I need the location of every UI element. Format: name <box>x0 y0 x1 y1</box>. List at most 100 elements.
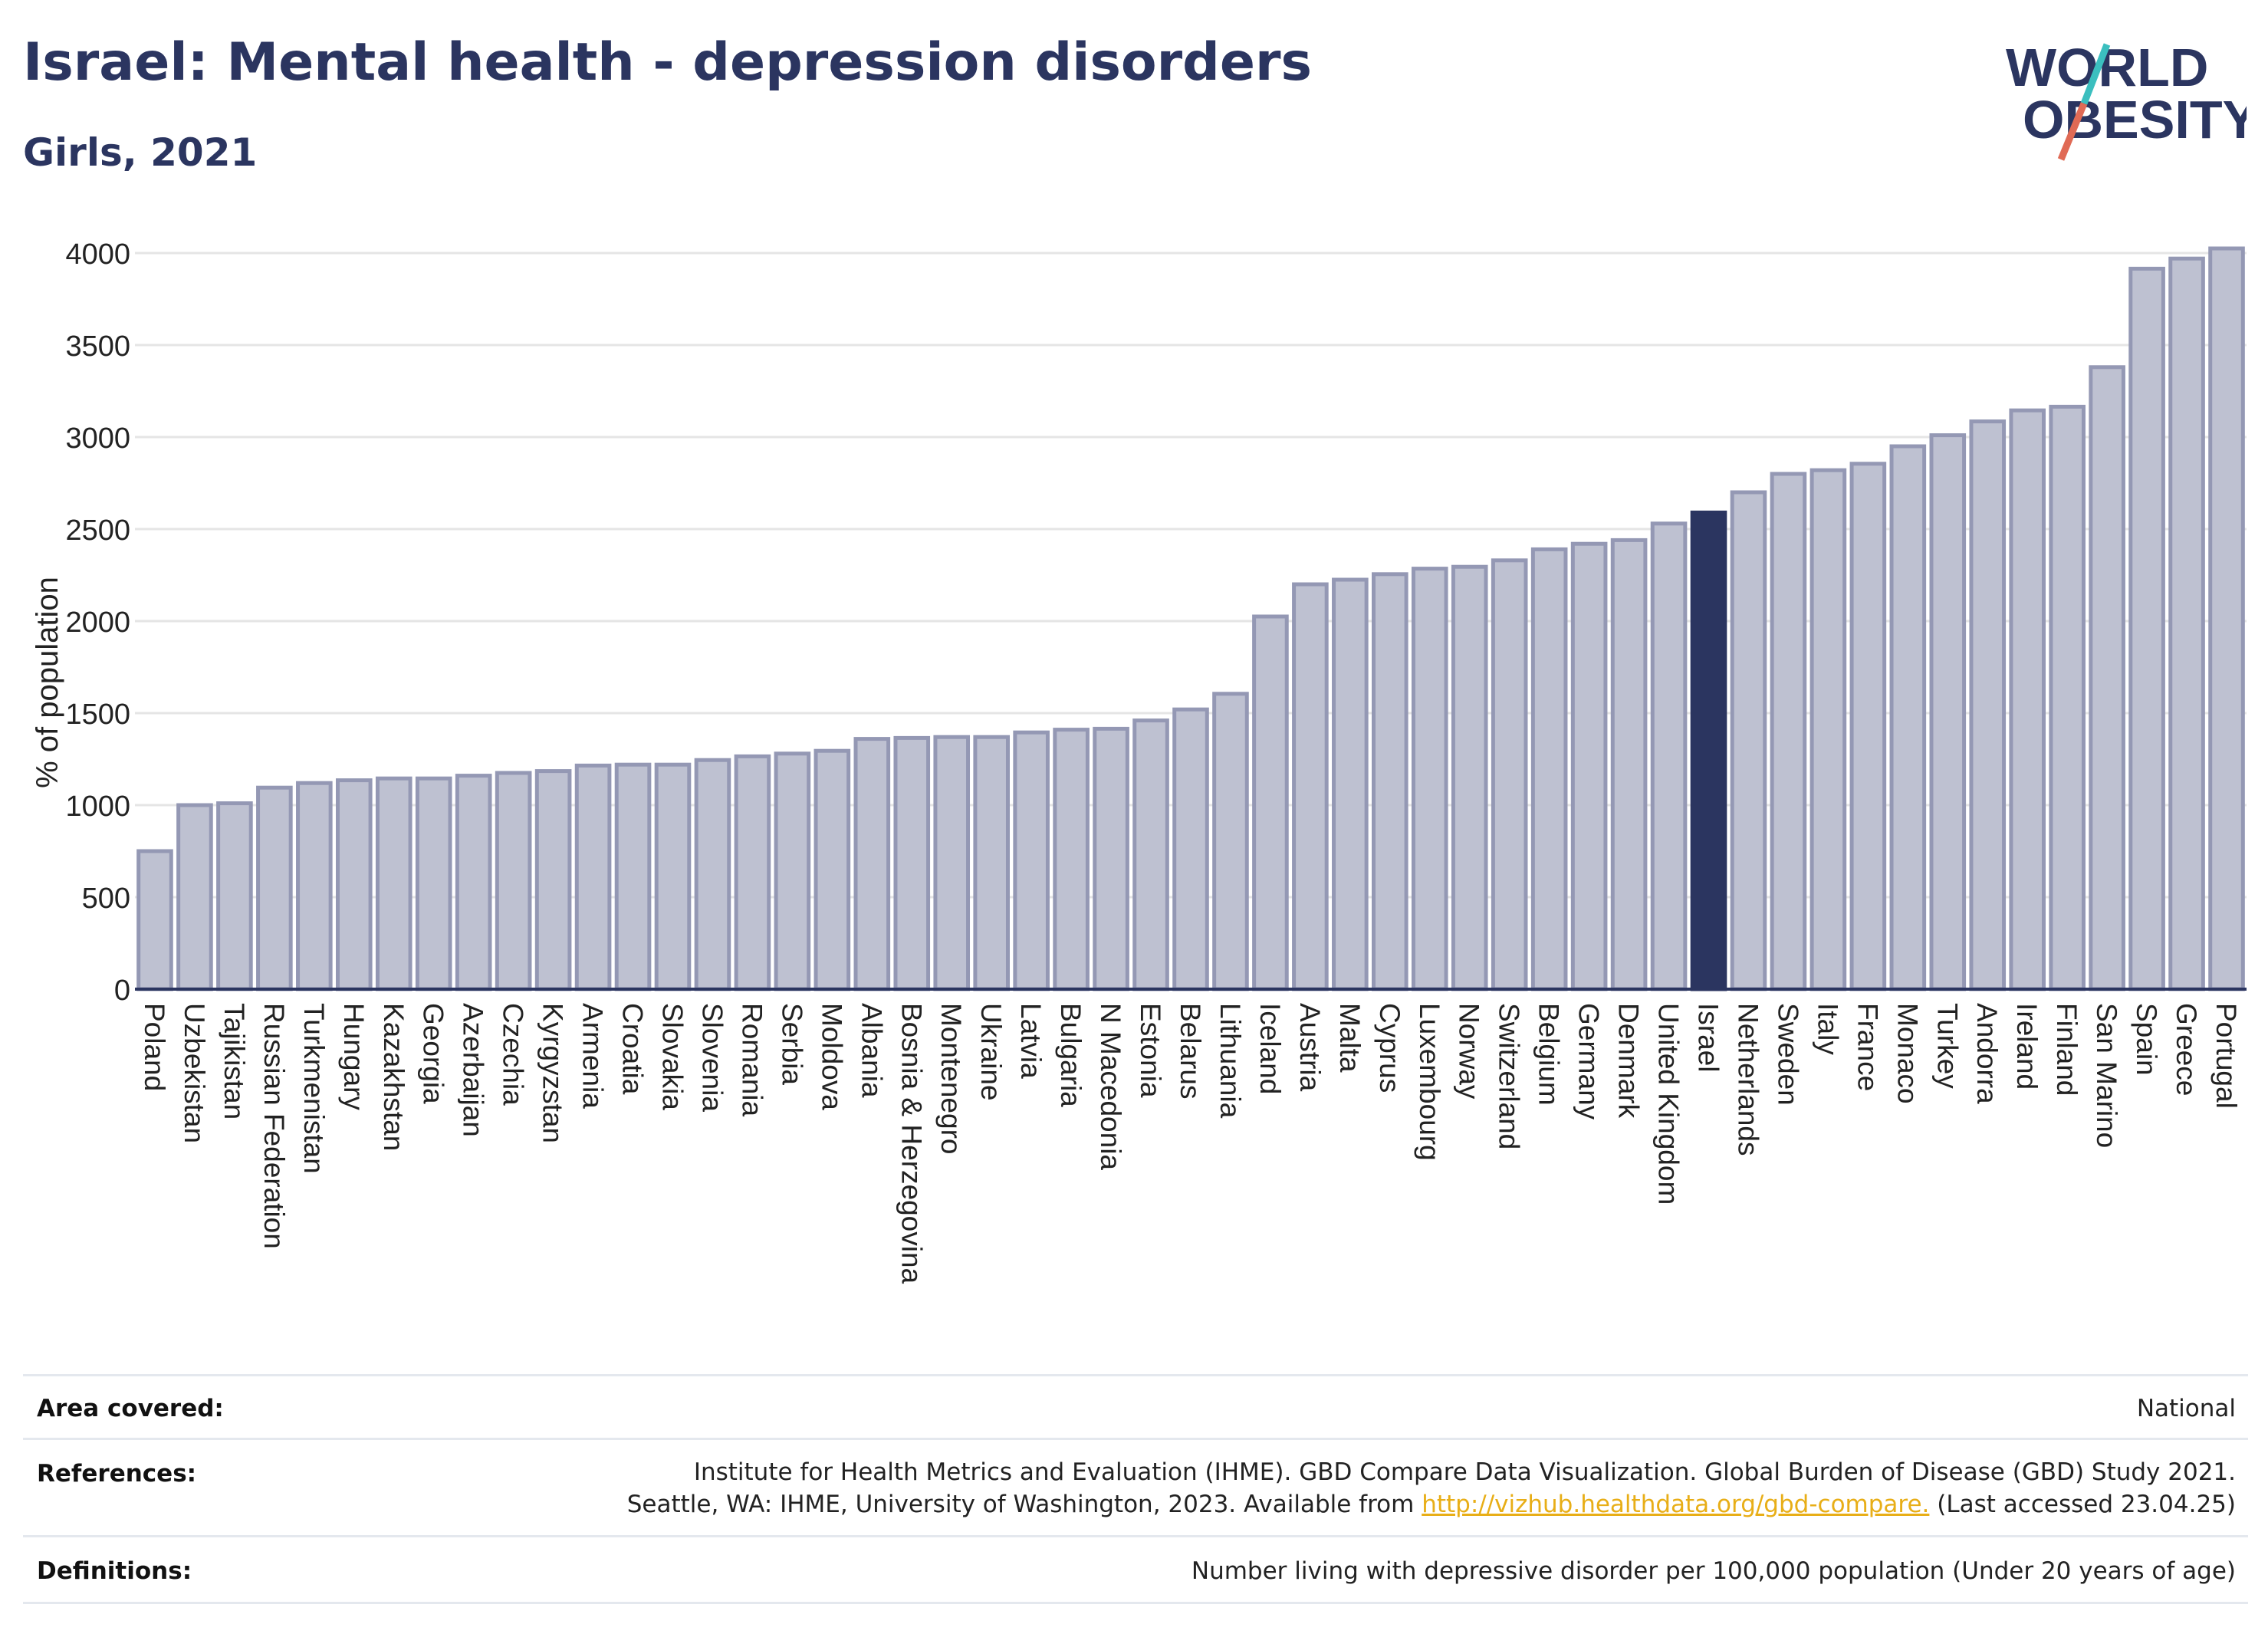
bar-romania <box>734 754 771 991</box>
x-tick-label: Germany <box>1573 1003 1605 1120</box>
bar-moldova <box>814 748 851 991</box>
area-covered-value: National <box>2136 1395 2236 1422</box>
definitions-row: Definitions: Number living with depressi… <box>23 1535 2248 1604</box>
x-tick-label: Albania <box>856 1003 887 1098</box>
x-tick-label: Belgium <box>1533 1003 1565 1106</box>
definitions-label: Definitions: <box>37 1557 192 1585</box>
bar-luxembourg <box>1411 567 1448 991</box>
bar-san-marino <box>2089 365 2125 991</box>
bar-belarus <box>1172 707 1209 991</box>
info-table: Area covered: National References: Insti… <box>23 1374 2248 1604</box>
x-tick-label: Moldova <box>816 1003 847 1110</box>
x-tick-label: Ukraine <box>975 1003 1007 1101</box>
bar-kyrgyzstan <box>534 769 572 991</box>
bars <box>135 246 2247 991</box>
bar-turkey <box>1929 433 1967 991</box>
x-tick-label: Hungary <box>338 1003 370 1110</box>
bar-slovenia <box>694 758 731 991</box>
bar-sweden <box>1770 472 1807 991</box>
x-tick-label: Estonia <box>1135 1003 1166 1098</box>
bar-andorra <box>1969 419 2007 991</box>
x-tick-label: Norway <box>1454 1003 1485 1100</box>
area-covered-row: Area covered: National <box>23 1374 2248 1438</box>
x-tick-label: Slovakia <box>656 1003 688 1110</box>
bar-russian-federation <box>256 785 293 991</box>
bar-tajikistan <box>216 801 253 991</box>
bar-denmark <box>1610 538 1648 991</box>
x-tick-label: Croatia <box>617 1003 649 1095</box>
x-tick-label: Georgia <box>418 1003 449 1104</box>
x-tick-label: Armenia <box>577 1003 609 1109</box>
y-tick-label: 4000 <box>65 238 130 271</box>
bar-hungary <box>335 778 373 991</box>
bar-bosnia-herzegovina <box>893 735 931 991</box>
bar-n-macedonia <box>1093 726 1129 991</box>
area-covered-label: Area covered: <box>37 1395 224 1422</box>
x-tick-label: Bosnia & Herzegovina <box>896 1003 927 1284</box>
x-tick-label: Kyrgyzstan <box>537 1003 569 1143</box>
x-tick-label: Portugal <box>2210 1003 2242 1109</box>
x-tick-label: Luxembourg <box>1414 1003 1445 1161</box>
x-tick-label: Switzerland <box>1494 1003 1525 1149</box>
x-tick-label: Cyprus <box>1374 1003 1405 1093</box>
x-tick-label: Latvia <box>1015 1003 1047 1079</box>
logo-slash-teal <box>2080 43 2111 105</box>
y-tick-label: 500 <box>82 883 130 915</box>
x-tick-label: Czechia <box>498 1003 529 1106</box>
bar-spain <box>2128 266 2165 991</box>
bar-croatia <box>614 762 652 991</box>
bar-armenia <box>574 763 612 991</box>
x-tick-label: Kazakhstan <box>378 1003 409 1151</box>
bar-turkmenistan <box>296 781 333 991</box>
x-tick-label: N Macedonia <box>1095 1003 1126 1170</box>
bar-slovakia <box>654 762 692 991</box>
x-tick-label: France <box>1852 1003 1883 1091</box>
page-title: Israel: Mental health - depression disor… <box>23 32 1312 93</box>
y-tick-label: 0 <box>114 975 130 1007</box>
bar-germany <box>1570 541 1608 991</box>
y-tick-label: 3500 <box>65 330 130 363</box>
bar-uzbekistan <box>176 803 213 991</box>
definitions-value: Number living with depressive disorder p… <box>1191 1557 2236 1585</box>
bar-greece <box>2168 256 2205 991</box>
bar-france <box>1849 462 1887 991</box>
x-tick-label: Belarus <box>1175 1003 1206 1099</box>
bar-portugal <box>2208 246 2245 991</box>
references-line2-pre: Seattle, WA: IHME, University of Washing… <box>626 1491 1422 1518</box>
bar-belgium <box>1530 547 1568 991</box>
x-tick-label: Montenegro <box>935 1003 967 1154</box>
y-tick-label: 2500 <box>65 515 130 547</box>
bar-israel <box>1690 510 1727 991</box>
references-label: References: <box>37 1460 197 1488</box>
x-tick-label: Romania <box>736 1003 768 1116</box>
bar-italy <box>1809 468 1847 991</box>
bar-montenegro <box>933 735 971 991</box>
bar-poland <box>136 849 173 991</box>
x-tick-label: Slovenia <box>696 1003 728 1112</box>
references-link[interactable]: http://vizhub.healthdata.org/gbd-compare… <box>1422 1491 1930 1518</box>
bar-switzerland <box>1491 558 1528 991</box>
x-tick-label: Monaco <box>1892 1003 1923 1104</box>
page-subtitle: Girls, 2021 <box>23 130 258 175</box>
x-tick-label: San Marino <box>2091 1003 2122 1148</box>
x-tick-label: Azerbaijan <box>458 1003 489 1137</box>
bar-iceland <box>1252 614 1289 991</box>
bar-lithuania <box>1212 692 1249 991</box>
bar-czechia <box>495 771 532 991</box>
bar-kazakhstan <box>375 776 413 991</box>
x-tick-label: Poland <box>139 1003 170 1091</box>
x-tick-label: Iceland <box>1254 1003 1286 1094</box>
bar-ireland <box>2009 408 2046 991</box>
bar-finland <box>2049 404 2086 991</box>
x-tick-label: Andorra <box>1971 1003 2003 1104</box>
x-tick-label: Turkey <box>1931 1003 1963 1089</box>
bar-bulgaria <box>1053 728 1090 991</box>
x-tick-label: Austria <box>1294 1003 1326 1092</box>
x-tick-label: Italy <box>1812 1003 1843 1055</box>
x-tick-label: Spain <box>2131 1003 2162 1076</box>
x-tick-label: Bulgaria <box>1055 1003 1086 1107</box>
x-tick-label: Uzbekistan <box>179 1003 210 1143</box>
bar-monaco <box>1889 444 1927 991</box>
x-tick-label: Sweden <box>1772 1003 1803 1106</box>
bar-cyprus <box>1372 572 1408 991</box>
